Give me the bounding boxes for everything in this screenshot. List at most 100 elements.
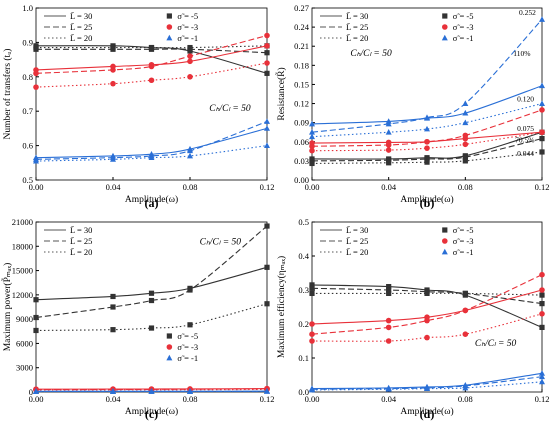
data-point (386, 284, 392, 290)
x-axis-label: Amplitude(ω) (400, 406, 453, 417)
x-tick-label: 0.04 (381, 182, 397, 192)
series-line (35, 225, 268, 319)
data-point (424, 145, 430, 151)
y-tick-label: 0.3 (298, 285, 309, 295)
data-point (264, 60, 270, 66)
data-point (309, 143, 315, 150)
data-point (264, 264, 270, 270)
legend-marker-swatch (442, 227, 448, 233)
annotation: 0.075 (517, 124, 534, 133)
data-point (462, 331, 469, 338)
legend-marker-label: σ̃ = -5 (453, 225, 474, 235)
panel-2: 0.00 0.04 0.08 0.12 0 3000 6000 9000 12000 15000 1… (0, 217, 274, 421)
data-point (539, 16, 545, 22)
x-tick-label: 0.08 (458, 182, 473, 192)
series-line (35, 145, 268, 162)
data-point (33, 157, 39, 164)
data-point (33, 388, 39, 394)
data-point (33, 44, 39, 51)
series-line (311, 109, 543, 147)
y-tick-label: 0.4 (298, 251, 309, 261)
data-point (264, 301, 270, 307)
data-point (462, 119, 469, 126)
legend-marker-label: σ̃ = -1 (177, 33, 198, 43)
legend-line-label: L̄ = 25 (70, 236, 92, 246)
y-tick-label: 0.06 (294, 137, 309, 147)
data-point (110, 304, 116, 310)
data-point (264, 70, 270, 76)
data-point (264, 32, 270, 39)
data-point (264, 388, 270, 394)
panel-3: 0.00 0.04 0.08 0.12 0.0 0.1 0.2 0.3 0.4 0.5 Amplit… (276, 217, 549, 421)
legend-marker-label: σ̃ = -3 (453, 236, 474, 246)
data-point (264, 125, 270, 131)
data-point (385, 324, 392, 331)
data-point (110, 327, 116, 333)
data-point (187, 53, 193, 59)
data-point (148, 63, 155, 70)
data-point (539, 287, 545, 293)
legend-marker-label: σ̃ = -1 (453, 247, 474, 257)
legend-line-label: L̄ = 30 (346, 11, 368, 21)
data-point (385, 338, 392, 344)
y-tick-label: 0.03 (294, 156, 309, 166)
data-point (309, 290, 315, 296)
data-point (148, 154, 155, 161)
data-point (110, 156, 116, 162)
legend-marker-swatch (166, 13, 172, 19)
annotation: Cₕ/Cₗ = 50 (475, 339, 517, 349)
legend-line-label: L̄ = 25 (70, 22, 92, 32)
x-tick-label: 0.08 (458, 394, 473, 404)
data-point (187, 388, 193, 394)
y-axis-label: Resistance(R̃) (274, 67, 287, 120)
series-line (311, 138, 543, 162)
data-point (385, 386, 392, 392)
data-point (33, 297, 39, 303)
x-axis-label: Amplitude(ω) (400, 194, 453, 205)
x-axis-label: Amplitude(ω) (125, 406, 178, 417)
legend-line-label: L̄ = 25 (346, 22, 368, 32)
legend-marker-label: σ̃ = -3 (177, 22, 198, 32)
legend-marker-label: σ̃ = -1 (453, 33, 474, 43)
data-point (462, 307, 469, 314)
x-tick-label: 0.12 (535, 394, 550, 404)
data-point (424, 317, 430, 324)
data-point (462, 141, 469, 148)
data-point (309, 160, 315, 167)
x-tick-label: 0.00 (29, 182, 44, 192)
plot-frame (35, 7, 268, 181)
y-tick-label: 0.9 (22, 37, 33, 47)
legend-marker-label: σ̃ = -5 (177, 11, 198, 21)
data-point (424, 385, 430, 391)
data-point (148, 290, 155, 296)
y-tick-label: 0.15 (294, 79, 309, 89)
data-point (264, 43, 270, 49)
legend-line-label: L̄ = 30 (70, 225, 92, 235)
y-tick-label: 15000 (12, 266, 33, 276)
series-line (311, 274, 543, 335)
data-point (539, 149, 545, 155)
data-point (187, 147, 193, 154)
legend-marker-swatch (166, 34, 173, 41)
y-tick-label: 0.24 (294, 22, 310, 32)
panel-label: (b) (420, 196, 435, 210)
data-point (264, 118, 270, 124)
y-tick-label: 0.27 (294, 3, 309, 13)
legend-line-label: L̄ = 20 (346, 247, 368, 257)
panel-1: 0.00 0.04 0.08 0.12 0.00 0.03 0.06 0.09 0.12 0.15… (274, 3, 549, 210)
panel-0: 0.00 0.04 0.08 0.12 0.5 0.6 0.7 0.8 0.9 1.0 Amplit… (2, 3, 274, 210)
data-point (424, 125, 430, 132)
x-tick-label: 0.04 (106, 182, 122, 192)
data-point (539, 311, 545, 317)
data-point (33, 327, 39, 334)
panel-label: (a) (145, 196, 159, 210)
data-point (148, 44, 155, 51)
data-point (539, 107, 545, 113)
data-point (539, 129, 545, 136)
y-tick-label: 0.8 (22, 72, 33, 82)
data-point (539, 324, 545, 330)
series-line (311, 103, 543, 138)
annotation: Cₕ/Cₗ = 50 (200, 238, 242, 248)
x-tick-label: 0.12 (260, 394, 275, 404)
data-point (539, 301, 545, 307)
